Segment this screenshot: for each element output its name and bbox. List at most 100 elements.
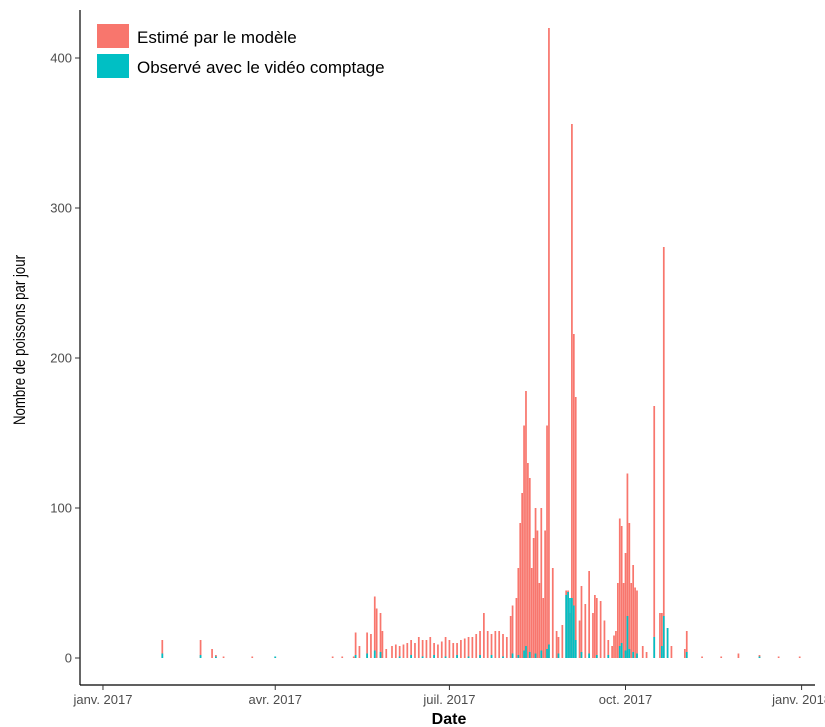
bar-model [483,613,485,658]
bar-model [429,637,432,658]
x-axis-title: Date [432,711,467,727]
bar-video [421,656,424,658]
bar-video [588,653,590,658]
bar-video [379,652,382,658]
bar-model [611,646,613,658]
x-tick-label: janv. 2018 [771,692,825,707]
bar-model [628,523,631,658]
bar-model [580,586,583,658]
bar-model [509,616,512,658]
bar-video [628,649,631,658]
legend-label-model: Estimé par le modèle [137,28,297,47]
bar-model [471,637,474,658]
bar-model [414,643,416,658]
bar-model [521,493,524,658]
bar-model [402,644,405,658]
y-tick-label: 300 [50,201,72,216]
bar-model [452,643,455,658]
bar-model [616,583,619,658]
bar-video [523,650,525,658]
bar-model [515,598,518,658]
bar-model [777,656,780,658]
bar-model [624,553,627,658]
x-tick-label: juil. 2017 [422,692,475,707]
bar-model [544,530,546,658]
bar-model [542,598,545,658]
bar-model [410,640,412,658]
y-tick-label: 200 [50,351,72,366]
bar-model [391,646,393,658]
bar-model [536,530,539,658]
bar-model [630,583,633,658]
bar-video [517,655,520,658]
bar-model [720,656,723,658]
legend-swatch-video [97,54,129,78]
bar-model [546,425,548,658]
bar-model [479,631,481,658]
bar-model [574,397,577,658]
bar-model [685,631,688,658]
bar-video [565,595,568,658]
bar-model [615,631,617,658]
bar-model [538,583,541,658]
bar-model [486,631,489,658]
x-tick-label: oct. 2017 [599,692,653,707]
bar-video [274,656,277,658]
bar-model [379,613,382,658]
bar-video [444,656,447,658]
bar-model [502,634,504,658]
bar-model [798,656,801,658]
bar-model [599,601,602,658]
bar-model [737,653,740,658]
bar-model [251,656,254,658]
y-axis-title: Nombre de poissons par jour [11,255,30,425]
bar-model [571,124,573,658]
bar-model [475,634,478,658]
bar-video [685,652,688,658]
bar-video [557,653,560,658]
bar-video [546,649,548,658]
bar-video [574,640,577,658]
bar-model [592,613,594,658]
series-model-bars [161,28,801,658]
bar-model [444,637,447,658]
bar-model [594,595,596,658]
bar-model [588,571,590,658]
bar-model [523,425,525,658]
bar-model [626,473,629,658]
bar-video [366,653,368,658]
y-tick-label: 0 [65,651,72,666]
bar-video [354,655,357,658]
bar-video [662,616,665,658]
bar-model [534,508,537,658]
bar-model [528,478,531,658]
bar-model [161,640,164,658]
bar-video [636,653,638,658]
series-video-bars [161,592,761,658]
bar-video [624,650,627,658]
bar-model [417,637,420,658]
bar-model [437,644,439,658]
bar-model [683,649,686,658]
bar-model [370,634,372,658]
bar-video [410,655,412,658]
bar-model [653,406,656,658]
bar-model [572,334,575,658]
legend: Estimé par le modèle Observé avec le vid… [97,24,385,78]
bar-model [448,640,451,658]
bar-model [373,596,376,658]
bar-model [527,463,529,658]
bar-model [561,625,564,658]
bar-video [595,655,598,658]
bar-model [385,649,388,658]
bar-video [479,655,481,658]
bar-model [551,568,554,658]
bar-model [494,631,497,658]
bar-video [199,655,202,658]
bar-model [634,587,636,658]
bar-video [758,656,761,658]
bar-video [215,656,217,658]
bar-model [548,28,550,658]
bar-video [433,655,435,658]
bar-video [569,598,571,658]
